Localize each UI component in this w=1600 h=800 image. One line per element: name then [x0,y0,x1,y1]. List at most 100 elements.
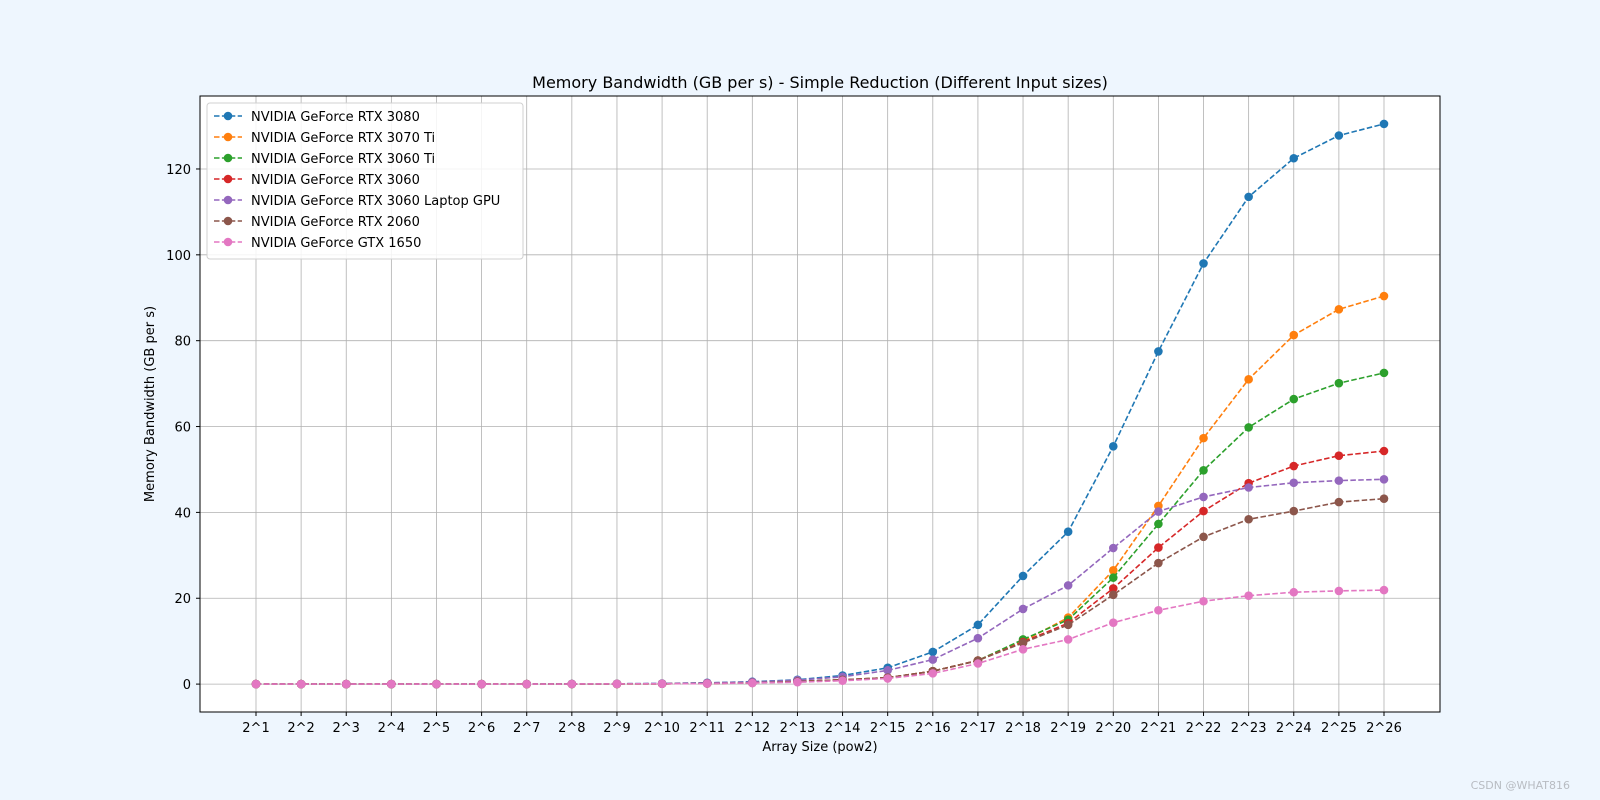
y-tick-label: 0 [183,678,191,693]
data-point [296,679,306,689]
data-point [1018,604,1028,614]
data-point [1154,605,1163,615]
data-point [928,669,938,678]
data-point [1289,587,1299,597]
x-tick-label: 2^4 [378,721,405,736]
data-point [1334,305,1344,314]
data-point [432,679,441,689]
data-point [1063,620,1073,630]
y-axis-label: Memory Bandwidth (GB per s) [143,306,158,502]
data-point [1289,506,1299,516]
data-point [1018,571,1028,581]
data-point [1199,259,1208,268]
data-point [1199,466,1208,475]
data-point [612,679,622,689]
data-point [1379,475,1389,484]
x-tick-label: 2^23 [1231,721,1267,736]
legend-entry: NVIDIA GeForce RTX 3060 Ti [214,152,435,167]
x-tick-label: 2^5 [423,721,450,736]
data-point [657,679,667,689]
legend-label: NVIDIA GeForce RTX 3060 Ti [251,152,435,167]
x-tick-label: 2^20 [1095,721,1131,736]
data-point [1018,638,1028,648]
series-7 [251,585,1389,689]
legend-marker [223,153,233,163]
y-tick-label: 40 [174,506,191,521]
data-point [973,633,983,643]
data-point [1199,433,1208,443]
x-tick-label: 2^13 [780,721,816,736]
series-line [256,478,1385,685]
data-point [1154,558,1163,568]
data-point [1244,483,1253,492]
y-tick-label: 100 [166,249,191,264]
data-point [1334,451,1344,461]
data-point [1244,514,1253,524]
legend-label: NVIDIA GeForce GTX 1650 [251,236,421,251]
x-tick-label: 2^3 [333,721,360,736]
x-axis-label: Array Size (pow2) [762,740,877,755]
data-point [1108,584,1118,593]
legend-entry: NVIDIA GeForce RTX 3060 Laptop GPU [214,194,500,209]
data-point [1108,543,1118,553]
x-tick-label: 2^19 [1050,721,1086,736]
plot-frame [199,95,1441,713]
legend-marker [223,216,233,226]
legend-entry: NVIDIA GeForce RTX 3070 Ti [214,131,435,146]
data-point [1108,441,1118,451]
data-point [1379,291,1389,301]
legend-marker [223,195,233,205]
x-tick-label: 2^24 [1276,721,1312,736]
data-point [973,620,983,630]
data-point [1334,586,1344,596]
legend-label: NVIDIA GeForce RTX 3060 [251,173,420,188]
x-tick-label: 2^17 [960,721,996,736]
series-line [256,589,1385,685]
x-tick-label: 2^21 [1141,721,1177,736]
data-point [1379,446,1389,456]
data-point [1199,492,1208,502]
x-tick-label: 2^15 [870,721,906,736]
data-point [1199,506,1208,516]
x-tick-label: 2^18 [1005,721,1041,736]
data-point [1334,131,1344,140]
data-point [387,679,396,689]
data-point [1018,645,1028,654]
legend: NVIDIA GeForce RTX 3080 NVIDIA GeForce RT… [206,102,524,260]
legend-box [206,102,524,260]
data-point [883,674,892,683]
data-point [1108,566,1118,575]
data-point [928,655,938,664]
data-point [1244,423,1253,432]
y-tick-label: 60 [174,421,191,436]
data-point [1199,532,1208,542]
x-tick-label: 2^1 [242,721,269,736]
x-tick-label: 2^11 [689,721,725,736]
legend-entry: NVIDIA GeForce RTX 2060 [214,215,420,230]
data-point [1154,519,1163,529]
x-tick-label: 2^12 [734,721,770,736]
data-point [838,676,847,685]
legend-label: NVIDIA GeForce RTX 3060 Laptop GPU [251,194,500,209]
data-point [1379,494,1389,503]
data-point [1154,507,1163,516]
data-point [1289,153,1299,163]
data-point [1289,330,1299,340]
legend-label: NVIDIA GeForce RTX 3070 Ti [251,131,435,146]
data-point [1289,394,1299,404]
data-point [973,659,983,668]
data-point [1379,585,1389,595]
legend-label: NVIDIA GeForce RTX 2060 [251,215,420,230]
data-point [702,679,712,688]
data-point [1063,635,1073,644]
legend-marker [223,132,233,142]
data-point [883,666,892,675]
x-tick-label: 2^7 [513,721,540,736]
data-point [1334,476,1344,485]
data-point [1334,497,1344,507]
data-point [1289,461,1299,471]
legend-marker [223,237,233,247]
legend-entry: NVIDIA GeForce RTX 3080 [214,110,420,125]
data-point [1063,527,1073,537]
